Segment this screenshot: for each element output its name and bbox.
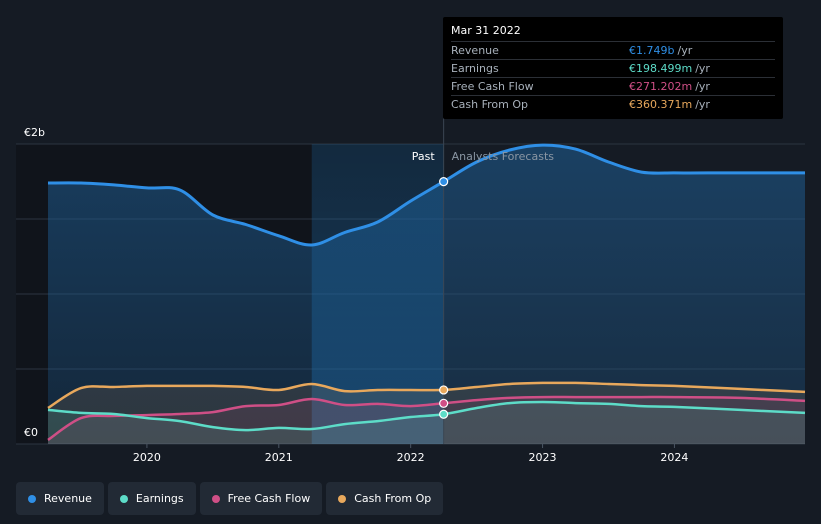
legend-label: Free Cash Flow bbox=[227, 492, 311, 505]
tooltip-row-value: €360.371m bbox=[629, 98, 693, 111]
tooltip-row-unit: /yr bbox=[677, 44, 693, 57]
free-cash-flow-line bbox=[47, 395, 806, 441]
y-axis-label-top: €2b bbox=[24, 126, 45, 139]
earnings-marker bbox=[439, 409, 449, 419]
legend-dot-icon bbox=[119, 494, 128, 503]
past-label: Past bbox=[412, 150, 436, 163]
legend-label: Earnings bbox=[135, 492, 184, 505]
x-tick-label: 2023 bbox=[529, 451, 557, 464]
x-tick-label: 2021 bbox=[265, 451, 293, 464]
free-cash-flow-area bbox=[48, 397, 805, 444]
free-cash-flow-marker bbox=[439, 398, 449, 408]
cash-from-op-marker bbox=[439, 385, 449, 395]
legend-dot-icon bbox=[28, 494, 36, 503]
revenue-marker bbox=[439, 177, 449, 187]
legend-item-free-cash-flow[interactable]: Free Cash Flow bbox=[199, 482, 323, 515]
tooltip-row-name: Free Cash Flow bbox=[451, 80, 534, 93]
x-tick-label: 2024 bbox=[660, 451, 688, 464]
tooltip-row-name: Earnings bbox=[451, 62, 499, 75]
revenue-line bbox=[47, 143, 805, 247]
legend-label: Revenue bbox=[44, 492, 92, 505]
earnings-area bbox=[48, 402, 805, 444]
tooltip-date: Mar 31 2022 bbox=[451, 24, 521, 37]
legend: Revenue Earnings Free Cash Flow Cash Fro… bbox=[16, 482, 444, 515]
earnings-line bbox=[47, 400, 806, 432]
tooltip-row-name: Revenue bbox=[451, 44, 499, 57]
legend-label: Cash From Op bbox=[354, 492, 432, 505]
tooltip-row-name: Cash From Op bbox=[451, 98, 529, 111]
tooltip-row-free-cash-flow: Free Cash Flow €271.202m /yr bbox=[451, 77, 775, 95]
legend-item-cash-from-op[interactable]: Cash From Op bbox=[326, 482, 444, 515]
tooltip-row-value: €1.749b bbox=[629, 44, 675, 57]
tooltip-row-revenue: Revenue €1.749b /yr bbox=[451, 41, 775, 59]
tooltip-row-unit: /yr bbox=[695, 62, 710, 75]
legend-dot-icon bbox=[338, 494, 347, 503]
legend-item-earnings[interactable]: Earnings bbox=[107, 482, 196, 515]
legend-dot-icon bbox=[211, 494, 220, 503]
tooltip-row-unit: /yr bbox=[695, 98, 710, 111]
y-axis-label-bottom: €0 bbox=[24, 426, 38, 439]
tooltip-row-value: €271.202m bbox=[629, 80, 693, 93]
tooltip-row-unit: /yr bbox=[695, 80, 710, 93]
x-tick-label: 2022 bbox=[397, 451, 425, 464]
legend-item-revenue[interactable]: Revenue bbox=[16, 482, 104, 515]
forecast-label: Analysts Forecasts bbox=[452, 150, 555, 163]
cash-from-op-line bbox=[47, 381, 806, 410]
tooltip-row-cash-from-op: Cash From Op €360.371m /yr bbox=[451, 95, 775, 113]
tooltip-row-earnings: Earnings €198.499m /yr bbox=[451, 59, 775, 77]
tooltip-row-value: €198.499m bbox=[629, 62, 693, 75]
x-tick-label: 2020 bbox=[133, 451, 161, 464]
tooltip: Mar 31 2022 Revenue €1.749b /yr Earnings… bbox=[443, 17, 783, 119]
